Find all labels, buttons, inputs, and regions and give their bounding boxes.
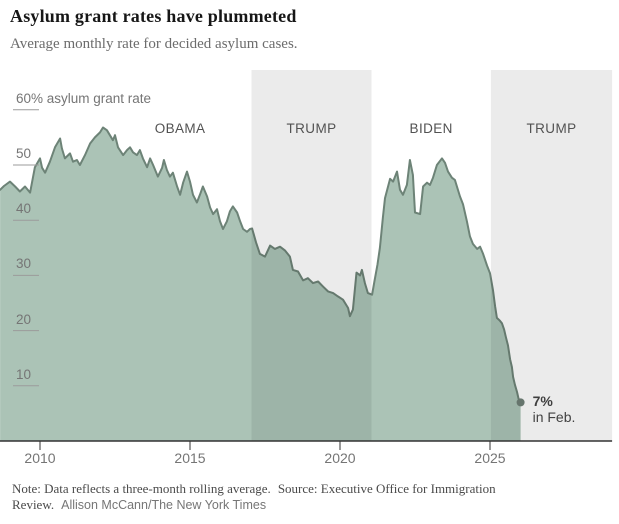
endpoint-dot bbox=[516, 398, 525, 407]
annotation-sublabel: in Feb. bbox=[532, 409, 576, 426]
chart-title: Asylum grant rates have plummeted bbox=[10, 6, 297, 26]
y-axis-label-20: 20 bbox=[16, 311, 32, 327]
annotation-value: 7% bbox=[532, 393, 553, 410]
chart-subtitle: Average monthly rate for decided asylum … bbox=[10, 36, 298, 52]
era-label-obama-0: OBAMA bbox=[154, 121, 206, 136]
y-axis-label-30: 30 bbox=[16, 256, 32, 272]
y-axis-label-40: 40 bbox=[16, 201, 32, 217]
y-axis-label-50: 50 bbox=[16, 146, 32, 161]
source-text: Source: Executive Office for Immigration… bbox=[12, 481, 496, 512]
era-label-biden-2: BIDEN bbox=[409, 121, 453, 136]
y-axis-top-label: 60% asylum grant rate bbox=[16, 90, 152, 106]
note-text: Note: Data reflects a three-month rollin… bbox=[12, 481, 271, 496]
chart-footnote: Note: Data reflects a three-month rollin… bbox=[12, 481, 574, 513]
area-fill bbox=[0, 127, 521, 441]
area-stroke bbox=[0, 126, 522, 404]
era-label-trump-3: TRUMP bbox=[526, 121, 577, 136]
x-axis-label-2015: 2015 bbox=[174, 450, 206, 466]
x-axis-label-2025: 2025 bbox=[474, 450, 506, 466]
credit-text: Allison McCann/The New York Times bbox=[61, 497, 267, 512]
x-axis-label-2020: 2020 bbox=[324, 450, 356, 466]
era-label-trump-1: TRUMP bbox=[286, 121, 337, 136]
y-axis-label-10: 10 bbox=[16, 366, 32, 382]
x-axis-label-2010: 2010 bbox=[24, 450, 56, 466]
